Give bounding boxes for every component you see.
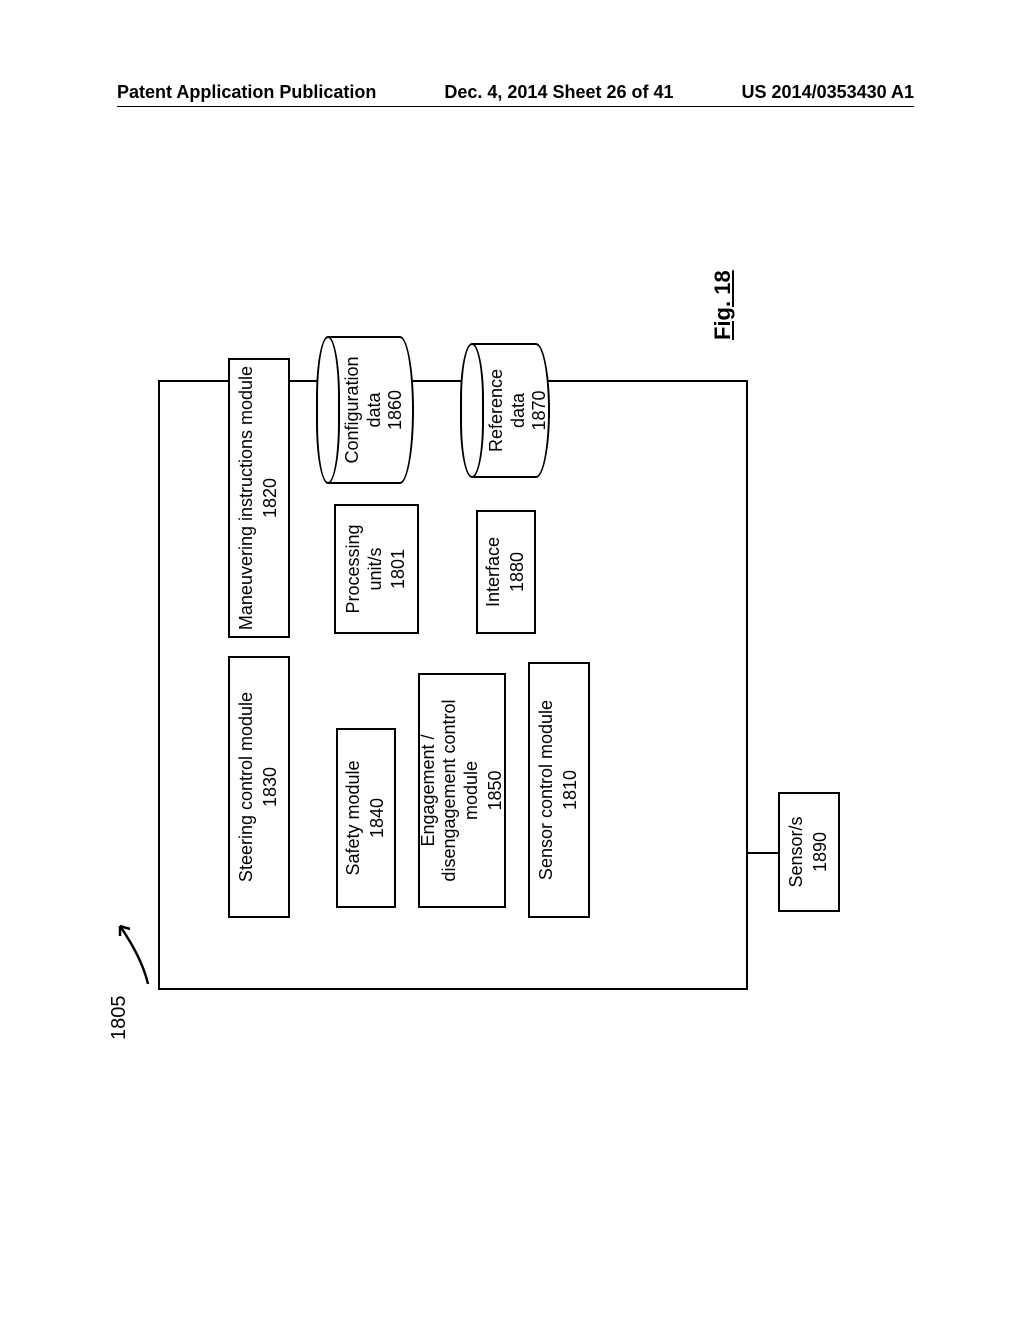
- cylinder-label-line2: data: [508, 345, 530, 476]
- block-label: Safety module: [343, 760, 365, 875]
- block-number: 1850: [485, 770, 507, 810]
- maneuvering-instructions-module-block: Maneuvering instructions module 1820: [228, 358, 290, 638]
- system-container-box: Steering control module 1830 Maneuvering…: [158, 380, 748, 990]
- block-label: Maneuvering instructions module: [236, 366, 258, 630]
- engagement-control-module-block: Engagement / disengagement control modul…: [418, 673, 506, 908]
- diagram-area: 1805 Steering control module 1830 Maneuv…: [108, 260, 908, 1040]
- block-label-line3: module: [461, 761, 483, 820]
- block-label-line2: unit/s: [365, 547, 387, 590]
- figure-number: 18: [710, 270, 735, 294]
- figure-label: Fig. 18: [710, 270, 736, 340]
- interface-block: Interface 1880: [476, 510, 536, 634]
- block-number: 1830: [260, 767, 282, 807]
- header-left: Patent Application Publication: [117, 82, 376, 103]
- page-header: Patent Application Publication Dec. 4, 2…: [117, 82, 914, 103]
- cylinder-top-icon: [316, 336, 340, 484]
- system-reference-number: 1805: [108, 996, 131, 1041]
- block-label-line1: Processing: [343, 524, 365, 613]
- block-label-line1: Engagement /: [418, 734, 440, 846]
- block-label: Steering control module: [236, 692, 258, 882]
- sensor-control-module-block: Sensor control module 1810: [528, 662, 590, 918]
- cylinder-label-line2: data: [364, 338, 386, 482]
- cylinder-label-line1: Configuration: [342, 338, 364, 482]
- block-number: 1810: [560, 770, 582, 810]
- header-right: US 2014/0353430 A1: [742, 82, 914, 103]
- processing-units-block: Processing unit/s 1801: [334, 504, 419, 634]
- configuration-data-cylinder: Configuration data 1860: [316, 336, 414, 484]
- block-number: 1840: [367, 798, 389, 838]
- block-label: Sensor control module: [536, 700, 558, 880]
- sensors-block: Sensor/s 1890: [778, 792, 840, 912]
- block-label: Sensor/s: [786, 816, 808, 887]
- reference-arrow-icon: [112, 906, 152, 986]
- block-label: Interface: [483, 537, 505, 607]
- header-center: Dec. 4, 2014 Sheet 26 of 41: [444, 82, 673, 103]
- cylinder-label-line1: Reference: [486, 345, 508, 476]
- block-number: 1890: [810, 832, 832, 872]
- steering-control-module-block: Steering control module 1830: [228, 656, 290, 918]
- cylinder-body: Configuration data 1860: [328, 336, 414, 484]
- safety-module-block: Safety module 1840: [336, 728, 396, 908]
- diagram-rotated-wrapper: 1805 Steering control module 1830 Maneuv…: [108, 260, 908, 1040]
- figure-label-prefix: Fig.: [710, 295, 735, 340]
- block-number: 1801: [388, 549, 410, 589]
- block-number: 1820: [260, 478, 282, 518]
- reference-data-cylinder: Reference data 1870: [460, 343, 550, 478]
- cylinder-top-icon: [460, 343, 484, 478]
- header-rule: [117, 106, 914, 107]
- cylinder-number: 1860: [385, 338, 407, 482]
- block-label-line2: disengagement control: [439, 699, 461, 881]
- block-number: 1880: [507, 552, 529, 592]
- cylinder-number: 1870: [529, 345, 551, 476]
